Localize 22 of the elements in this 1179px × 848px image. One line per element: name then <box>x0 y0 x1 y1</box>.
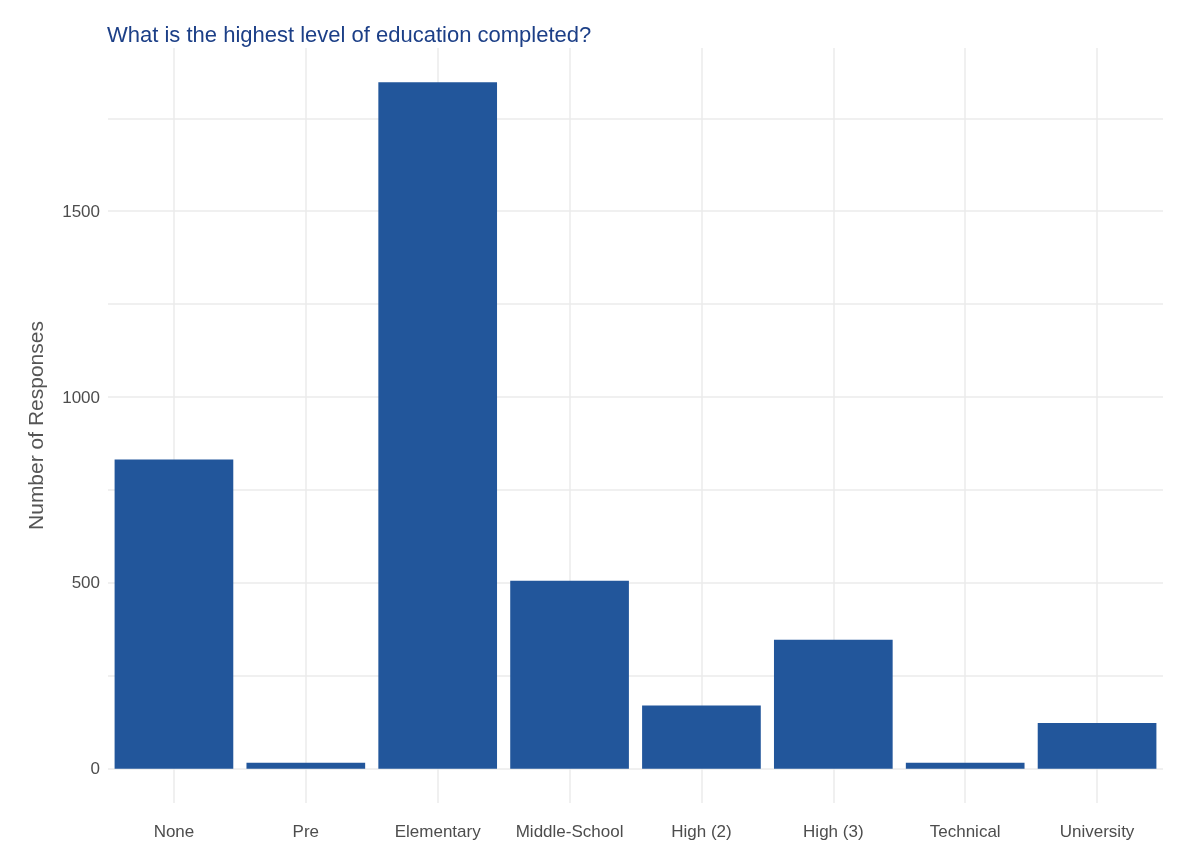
chart-title: What is the highest level of education completed? <box>107 21 592 47</box>
y-tick-label: 500 <box>71 573 100 593</box>
x-tick-label: University <box>1059 822 1135 841</box>
y-tick-label: 0 <box>90 759 100 779</box>
x-tick-label: Technical <box>929 822 1001 841</box>
bar <box>378 82 498 769</box>
bar <box>246 762 366 769</box>
x-tick-label: Elementary <box>394 822 482 841</box>
x-tick-label: High (3) <box>803 822 864 841</box>
bar <box>642 705 761 769</box>
x-tick-label: Middle-School <box>515 822 624 841</box>
x-tick-label: Pre <box>292 822 320 841</box>
x-tick-label: High (2) <box>671 822 732 841</box>
y-tick-label: 1500 <box>62 201 100 221</box>
bar <box>1037 723 1157 769</box>
bar <box>510 580 629 769</box>
bar <box>114 459 234 769</box>
y-axis-title: Number of Responses <box>24 321 47 530</box>
y-tick-label: 1000 <box>62 387 100 407</box>
bar <box>773 639 893 769</box>
x-tick-label: None <box>153 822 195 841</box>
bar <box>905 762 1025 769</box>
